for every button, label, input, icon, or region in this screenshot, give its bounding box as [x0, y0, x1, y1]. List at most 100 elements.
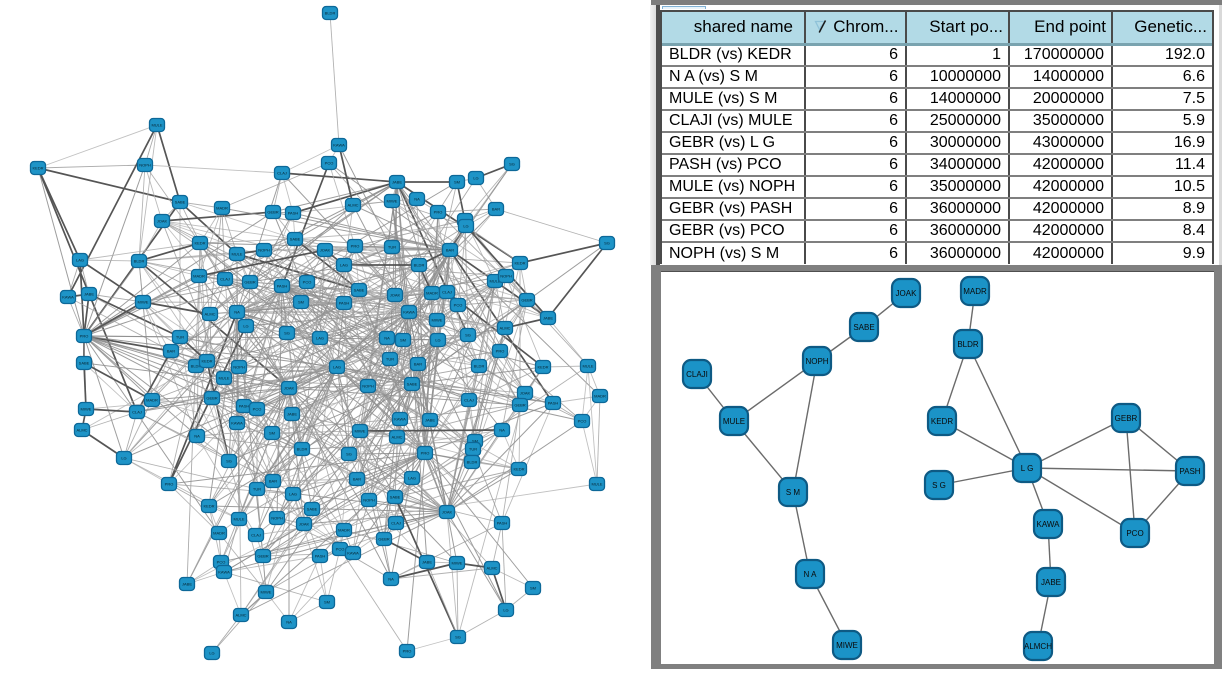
svg-text:LG: LG — [121, 456, 126, 461]
svg-text:JOAK: JOAK — [442, 510, 453, 515]
svg-text:PASH: PASH — [315, 554, 326, 559]
svg-text:GEBR: GEBR — [244, 280, 255, 285]
svg-text:GEBR: GEBR — [521, 298, 532, 303]
svg-text:BAR: BAR — [167, 349, 175, 354]
svg-text:NOPH: NOPH — [139, 163, 151, 168]
svg-text:SG: SG — [509, 162, 515, 167]
svg-text:KEDR: KEDR — [201, 359, 212, 364]
svg-text:BAR: BAR — [492, 207, 500, 212]
svg-text:MIWE: MIWE — [432, 318, 443, 323]
svg-text:SABE: SABE — [390, 495, 401, 500]
svg-text:S G: S G — [932, 481, 946, 490]
svg-text:BLDR: BLDR — [957, 340, 979, 349]
svg-text:SABE: SABE — [307, 507, 318, 512]
svg-text:SM: SM — [269, 431, 275, 436]
svg-text:SM: SM — [472, 439, 478, 444]
svg-text:CLAJ: CLAJ — [442, 290, 452, 295]
svg-text:JABE: JABE — [543, 316, 553, 321]
svg-text:TUR: TUR — [253, 487, 261, 492]
svg-text:SM: SM — [298, 300, 304, 305]
svg-text:MADR: MADR — [193, 274, 205, 279]
svg-text:ALMC: ALMC — [391, 435, 402, 440]
svg-text:MADR: MADR — [338, 528, 350, 533]
svg-text:CLAJI: CLAJI — [686, 370, 708, 379]
svg-text:LG: LG — [209, 651, 214, 656]
svg-text:KAWA: KAWA — [333, 143, 345, 148]
svg-text:JABE: JABE — [84, 292, 94, 297]
svg-text:SABE: SABE — [79, 361, 90, 366]
svg-text:NOPH: NOPH — [500, 274, 512, 279]
svg-text:TUR: TUR — [469, 447, 477, 452]
svg-text:SG: SG — [284, 331, 290, 336]
svg-text:BAR: BAR — [446, 248, 454, 253]
svg-text:LAG: LAG — [340, 263, 348, 268]
svg-text:LG: LG — [463, 224, 468, 229]
svg-text:PASH: PASH — [239, 404, 250, 409]
svg-text:LG: LG — [243, 324, 248, 329]
svg-text:JOAK: JOAK — [299, 522, 310, 527]
svg-text:ALMC: ALMC — [235, 613, 246, 618]
svg-text:NA: NA — [414, 197, 420, 202]
svg-text:PASH: PASH — [288, 211, 299, 216]
svg-text:SABE: SABE — [290, 237, 301, 242]
svg-text:PRO: PRO — [496, 349, 505, 354]
svg-text:PCO: PCO — [578, 419, 587, 424]
svg-text:MADR: MADR — [216, 206, 228, 211]
svg-text:MADR: MADR — [594, 394, 606, 399]
svg-text:KAWA: KAWA — [347, 551, 359, 556]
svg-text:MULE: MULE — [582, 364, 593, 369]
svg-text:SG: SG — [455, 635, 461, 640]
svg-text:MIWE: MIWE — [261, 590, 272, 595]
svg-text:CLAJ: CLAJ — [220, 277, 230, 282]
svg-text:JOAK: JOAK — [320, 248, 331, 253]
svg-text:JOAK: JOAK — [520, 391, 531, 396]
svg-text:MIWE: MIWE — [138, 300, 149, 305]
svg-text:GEBR: GEBR — [267, 210, 278, 215]
svg-text:PASH: PASH — [548, 401, 559, 406]
svg-text:SG: SG — [346, 452, 352, 457]
svg-text:SM: SM — [530, 586, 536, 591]
svg-text:KAWA: KAWA — [403, 310, 415, 315]
svg-text:SM: SM — [454, 180, 460, 185]
svg-text:L G: L G — [1021, 464, 1034, 473]
svg-text:MADR: MADR — [963, 287, 987, 296]
svg-text:GEBR: GEBR — [514, 403, 525, 408]
svg-text:JOAK: JOAK — [157, 219, 168, 224]
svg-text:MIWE: MIWE — [81, 407, 92, 412]
svg-text:NA: NA — [388, 577, 394, 582]
svg-text:PCO: PCO — [325, 161, 334, 166]
svg-text:KAWA: KAWA — [394, 417, 406, 422]
svg-text:JABE: JABE — [392, 180, 402, 185]
svg-text:LG: LG — [435, 338, 440, 343]
svg-text:BAR: BAR — [414, 362, 422, 367]
svg-text:LAG: LAG — [76, 258, 84, 263]
svg-text:S M: S M — [786, 488, 801, 497]
svg-text:MIWE: MIWE — [355, 429, 366, 434]
svg-text:PCO: PCO — [454, 303, 463, 308]
svg-text:SABE: SABE — [175, 200, 186, 205]
svg-text:SABE: SABE — [407, 382, 418, 387]
svg-text:KEDR: KEDR — [513, 467, 524, 472]
svg-text:JOAK: JOAK — [390, 293, 401, 298]
svg-text:BLDR: BLDR — [297, 447, 308, 452]
svg-text:ALMC: ALMC — [204, 312, 215, 317]
svg-text:MULE: MULE — [151, 123, 162, 128]
svg-text:MADR: MADR — [426, 291, 438, 296]
svg-text:SM: SM — [324, 600, 330, 605]
svg-text:CLAJ: CLAJ — [132, 410, 142, 415]
svg-text:JABE: JABE — [182, 582, 192, 587]
svg-text:LG: LG — [503, 608, 508, 613]
svg-text:MULE: MULE — [723, 417, 745, 426]
svg-text:SM: SM — [400, 338, 406, 343]
svg-text:NOPH: NOPH — [233, 365, 245, 370]
svg-text:KEDR: KEDR — [537, 365, 548, 370]
svg-text:SABE: SABE — [354, 288, 365, 293]
svg-text:KEDR: KEDR — [203, 504, 214, 509]
svg-text:KAWA: KAWA — [62, 295, 74, 300]
svg-text:ALMC: ALMC — [486, 566, 497, 571]
svg-text:MIWE: MIWE — [387, 199, 398, 204]
svg-text:MADR: MADR — [146, 398, 158, 403]
svg-text:NOPH: NOPH — [362, 384, 374, 389]
svg-text:CLAJ: CLAJ — [251, 533, 261, 538]
svg-text:PASH: PASH — [339, 301, 350, 306]
